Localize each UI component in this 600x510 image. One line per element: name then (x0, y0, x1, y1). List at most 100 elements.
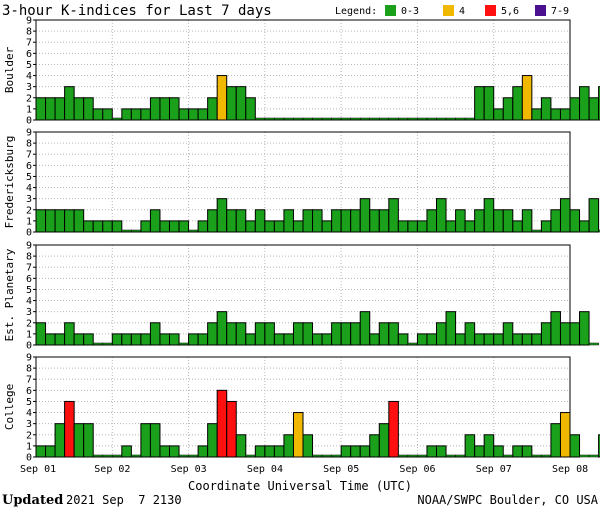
k-index-bar (264, 445, 275, 458)
k-index-bar (540, 322, 552, 346)
k-index-bar (493, 445, 504, 458)
k-index-bar (407, 220, 418, 233)
y-tick-label: 7 (26, 263, 32, 274)
k-index-bar (92, 220, 104, 233)
k-index-bar (226, 209, 237, 233)
k-index-bar (235, 434, 247, 458)
k-index-bar (64, 209, 75, 233)
k-index-bar (483, 86, 495, 121)
panel-name: Boulder (3, 46, 16, 93)
k-index-bar (159, 333, 170, 346)
y-tick-label: 7 (26, 150, 32, 161)
k-index-bar (474, 86, 485, 121)
k-index-bar (474, 209, 485, 233)
legend-label: Legend: (335, 6, 377, 17)
k-index-bar (207, 322, 218, 346)
k-index-bar (531, 333, 542, 346)
k-index-bar (550, 209, 561, 233)
y-tick-label: 9 (26, 353, 32, 364)
k-index-bar (169, 97, 180, 121)
k-index-bar (169, 333, 180, 346)
k-index-bar (245, 220, 256, 233)
panel-frame (35, 131, 571, 233)
k-index-bar (197, 445, 209, 458)
k-index-bar (83, 423, 94, 458)
k-index-bar (302, 322, 314, 346)
y-tick-label: 1 (26, 104, 32, 115)
k-index-bar (569, 322, 581, 346)
k-index-bar (426, 445, 438, 458)
y-tick-label: 5 (26, 397, 32, 408)
x-tick-label: Sep 01 (20, 464, 56, 475)
k-index-bar (340, 209, 352, 233)
k-index-bar (169, 445, 180, 458)
k-index-bar (579, 86, 590, 121)
k-index-bar (559, 412, 571, 458)
k-index-bar (521, 445, 533, 458)
k-index-bar (245, 97, 256, 121)
y-tick-label: 5 (26, 172, 32, 183)
legend-entry-label: 7-9 (551, 6, 569, 17)
k-index-bar (559, 322, 571, 346)
k-index-bar (493, 333, 504, 346)
k-index-bar (436, 322, 447, 346)
k-index-bar (416, 333, 428, 346)
y-tick-label: 1 (26, 216, 32, 227)
k-index-bar (445, 311, 457, 346)
k-index-bar (350, 445, 361, 458)
y-tick-label: 0 (26, 341, 32, 352)
k-index-bar (73, 423, 85, 458)
k-index-bar (493, 108, 504, 121)
k-index-bar (83, 97, 94, 121)
k-index-bar (455, 333, 466, 346)
k-index-bar (550, 423, 561, 458)
k-index-bar (512, 220, 523, 233)
k-index-bar (149, 322, 161, 346)
k-index-bar (521, 209, 533, 233)
k-index-bar (216, 198, 228, 233)
y-tick-label: 7 (26, 38, 32, 49)
k-index-bar (464, 220, 476, 233)
k-index-bar (521, 333, 533, 346)
x-tick-label: Sep 03 (171, 464, 207, 475)
panel-frame (35, 356, 571, 458)
k-index-bar (598, 229, 600, 233)
k-index-bar (426, 333, 438, 346)
k-index-bar (159, 97, 170, 121)
k-index-bar (426, 209, 438, 233)
k-index-bar (455, 209, 466, 233)
k-index-bar (207, 423, 218, 458)
k-index-bar (121, 108, 132, 121)
x-tick-label: Sep 07 (476, 464, 512, 475)
k-index-bar (92, 108, 104, 121)
k-index-bar (197, 108, 209, 121)
k-index-bar (359, 198, 371, 233)
k-index-bar (35, 209, 47, 233)
panel-frame (35, 244, 571, 346)
k-index-bar (369, 333, 380, 346)
k-index-bar (369, 434, 380, 458)
x-axis-title: Coordinate Universal Time (UTC) (188, 479, 412, 493)
y-tick-label: 8 (26, 139, 32, 150)
k-index-bar (350, 209, 361, 233)
k-index-bar (188, 108, 199, 121)
y-tick-label: 3 (26, 194, 32, 205)
k-index-bar (283, 434, 294, 458)
k-index-bar (502, 97, 514, 121)
k-index-bar (359, 445, 371, 458)
legend-swatch (443, 5, 454, 16)
y-tick-label: 2 (26, 205, 32, 216)
k-index-bar (226, 86, 237, 121)
k-index-bar (378, 209, 390, 233)
k-index-bar (388, 322, 399, 346)
k-index-bar (588, 454, 599, 458)
k-index-bar (226, 322, 237, 346)
k-index-bar (130, 108, 142, 121)
k-index-bar (550, 311, 561, 346)
y-tick-label: 9 (26, 16, 32, 27)
k-index-bar (111, 333, 123, 346)
y-tick-label: 6 (26, 161, 32, 172)
k-index-bar (235, 86, 247, 121)
k-index-bar (83, 333, 94, 346)
